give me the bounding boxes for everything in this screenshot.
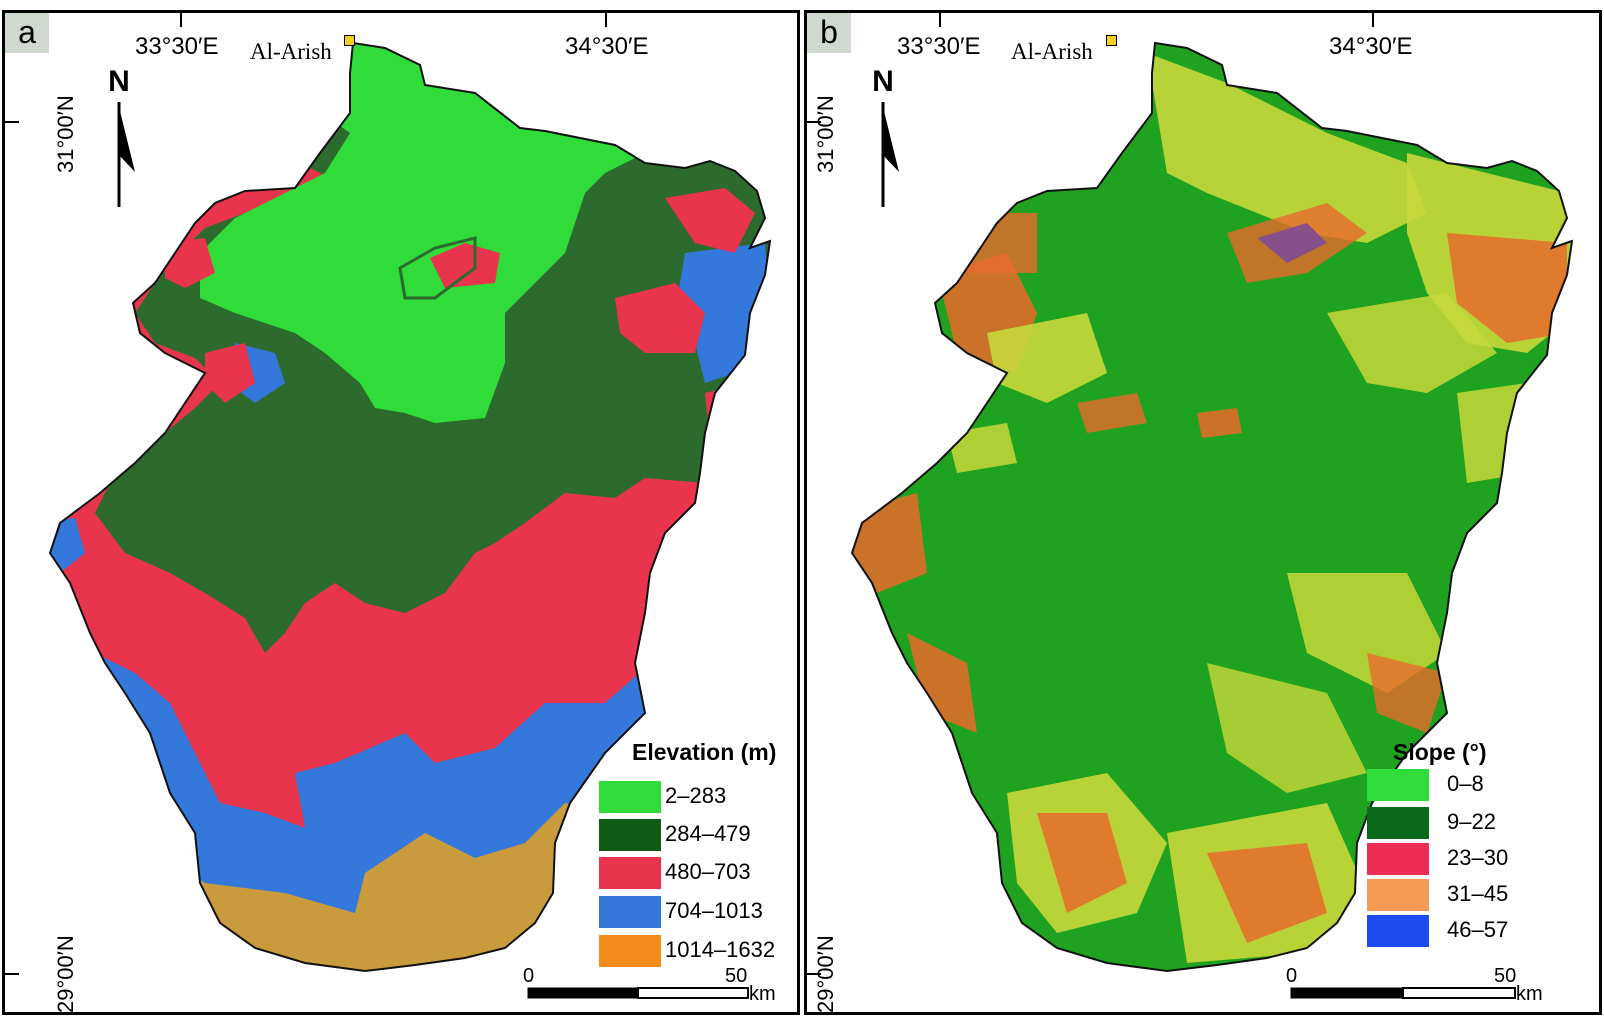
- north-arrow-icon: N: [869, 65, 909, 217]
- lon-label-west: 33°30′E: [135, 33, 219, 60]
- scale-start: 0: [523, 965, 535, 987]
- north-label: N: [872, 65, 894, 98]
- legend-label: 0–8: [1445, 771, 1486, 797]
- legend-label: 31–45: [1445, 881, 1511, 907]
- city-label: Al-Arish: [250, 39, 332, 64]
- legend-swatch: [599, 781, 661, 813]
- lat-label-north: 31°00′N: [813, 95, 838, 173]
- lon-label-east: 34°30′E: [1329, 33, 1413, 60]
- legend-swatch: [1367, 915, 1429, 947]
- elevation-map: [48, 41, 772, 973]
- scale-start: 0: [1286, 965, 1298, 987]
- lat-tick: [5, 973, 19, 975]
- legend-swatch: [599, 896, 661, 928]
- city-marker-icon: [1106, 35, 1117, 46]
- legend-label: 480–703: [663, 859, 753, 885]
- legend-label: 284–479: [663, 821, 753, 847]
- lat-tick: [807, 973, 821, 975]
- lon-tick: [180, 13, 182, 27]
- legend-label: 704–1013: [663, 898, 765, 924]
- lat-label-south: 29°00′N: [53, 935, 78, 1013]
- panel-slope: b 33°30′E 34°30′E 31°00′N 29°00′N Al-Ari…: [804, 10, 1602, 1015]
- legend-label: 2–283: [663, 783, 729, 809]
- scale-end: 50: [1494, 965, 1517, 987]
- lat-tick: [807, 121, 821, 123]
- scale-unit: km: [1516, 983, 1543, 1005]
- legend-swatch: [1367, 843, 1429, 875]
- legend-label: 9–22: [1445, 809, 1498, 835]
- north-label: N: [108, 65, 130, 98]
- legend-swatch: [599, 819, 661, 851]
- legend-swatch: [599, 935, 661, 967]
- lat-label-south: 29°00′N: [813, 935, 838, 1013]
- lon-label-east: 34°30′E: [565, 33, 649, 60]
- scale-unit: km: [749, 983, 776, 1005]
- legend-title: Elevation (m): [632, 739, 777, 765]
- legend-swatch: [1367, 807, 1429, 839]
- legend-swatch: [1367, 769, 1429, 801]
- city-marker-icon: [344, 35, 355, 46]
- lat-tick: [5, 121, 19, 123]
- legend-swatch: [599, 857, 661, 889]
- city-label: Al-Arish: [1011, 39, 1093, 64]
- legend-title: Slope (°): [1393, 739, 1487, 765]
- lon-tick: [1372, 13, 1374, 27]
- legend-swatch: [1367, 879, 1429, 911]
- lon-tick: [605, 13, 607, 27]
- panel-letter-a: a: [5, 13, 49, 53]
- legend-label: 23–30: [1445, 845, 1511, 871]
- lat-label-north: 31°00′N: [53, 95, 78, 173]
- panel-letter-b: b: [807, 13, 851, 53]
- legend-label: 46–57: [1445, 917, 1511, 943]
- legend-label: 1014–1632: [663, 937, 778, 963]
- lon-tick: [939, 13, 941, 27]
- north-arrow-icon: N: [105, 65, 145, 217]
- panel-elevation: a 33°30′E 34°30′E 31°00′N 29°00′N Al-Ari…: [2, 10, 800, 1015]
- scale-end: 50: [725, 965, 748, 987]
- lon-label-west: 33°30′E: [897, 33, 981, 60]
